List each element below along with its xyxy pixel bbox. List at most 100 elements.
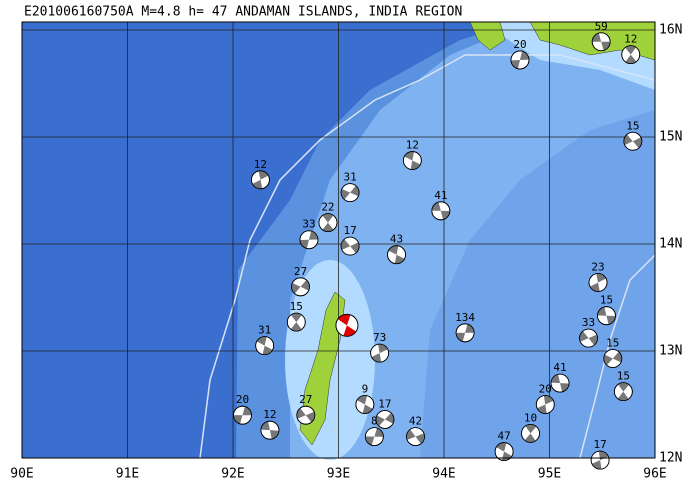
lon-label: 94E — [432, 467, 455, 482]
ball-quadrant — [269, 430, 279, 439]
depth-label: 59 — [595, 20, 608, 33]
beachball — [251, 170, 270, 190]
beachball — [455, 323, 475, 343]
ball-quadrant — [337, 314, 351, 326]
ball-edge — [590, 450, 610, 470]
depth-label: 73 — [373, 331, 386, 344]
beachball — [291, 277, 310, 297]
lon-label: 96E — [643, 467, 666, 482]
ball-quadrant — [384, 412, 394, 424]
lat-label: 14N — [659, 237, 682, 252]
ball-edge — [603, 349, 623, 368]
beachball — [613, 382, 633, 402]
ball-quadrant — [623, 134, 633, 146]
depth-label: 9 — [362, 383, 369, 396]
beachball — [233, 405, 252, 425]
beachball — [521, 423, 540, 443]
depth-label: 15 — [617, 370, 630, 383]
ball-quadrant — [406, 429, 416, 440]
ball-quadrant — [290, 313, 302, 323]
ball-quadrant — [260, 421, 270, 431]
lon-label: 91E — [116, 467, 139, 482]
depth-label: 41 — [434, 189, 447, 202]
beachball — [597, 306, 616, 326]
ball-edge — [255, 336, 275, 356]
lat-label: 13N — [659, 344, 682, 359]
ball-quadrant — [322, 222, 334, 232]
ball-quadrant — [291, 283, 301, 294]
ball-edge — [402, 151, 422, 170]
ball-quadrant — [618, 382, 630, 392]
beachball — [335, 313, 359, 337]
ball-edge — [579, 328, 598, 348]
beachball — [431, 201, 451, 221]
beachball — [364, 427, 384, 447]
ball-edge — [591, 32, 611, 52]
ball-quadrant — [551, 374, 561, 384]
events — [233, 32, 643, 470]
depth-label: 31 — [258, 324, 271, 337]
ball-quadrant — [625, 45, 637, 55]
depth-label: 15 — [626, 119, 639, 132]
ball-edge — [550, 373, 570, 393]
depth-label: 20 — [236, 393, 249, 406]
ball-quadrant — [308, 230, 318, 240]
beachball — [387, 245, 406, 265]
depth-label: 47 — [498, 430, 511, 443]
ball-quadrant — [350, 242, 360, 254]
depth-label: 41 — [553, 361, 566, 374]
ball-quadrant — [496, 442, 507, 452]
ball-quadrant — [524, 433, 536, 443]
beachball — [340, 183, 360, 203]
ball-edge — [535, 395, 555, 414]
basin — [420, 110, 655, 458]
ball-quadrant — [510, 59, 520, 69]
beachball — [510, 50, 530, 70]
ball-quadrant — [431, 202, 441, 211]
beachball — [299, 230, 319, 250]
depth-label: 17 — [594, 438, 607, 451]
ball-quadrant — [588, 334, 598, 346]
ball-quadrant — [440, 210, 450, 220]
ball-edge — [387, 245, 406, 265]
depth-label: 15 — [600, 294, 613, 307]
ball-quadrant — [350, 185, 360, 197]
depth-label: 10 — [524, 411, 537, 424]
beachball — [340, 236, 360, 256]
ball-edge — [355, 395, 375, 414]
depth-label: 42 — [409, 415, 422, 428]
ball-quadrant — [519, 51, 529, 60]
depth-label: 15 — [606, 336, 619, 349]
ball-edge — [375, 410, 395, 429]
beachball — [621, 45, 641, 65]
plate-boundary — [579, 254, 656, 459]
beachball — [375, 410, 395, 429]
ball-quadrant — [625, 54, 637, 64]
lat-label: 15N — [659, 130, 682, 145]
depth-label: 12 — [406, 139, 419, 152]
ball-edge — [597, 306, 616, 326]
ball-edge — [286, 312, 306, 332]
ball-quadrant — [296, 408, 306, 419]
ball-edge — [335, 313, 359, 337]
ball-quadrant — [365, 436, 375, 446]
ball-quadrant — [242, 406, 252, 416]
ball-edge — [621, 45, 641, 65]
depth-label: 15 — [290, 300, 303, 313]
ball-edge — [613, 382, 633, 402]
beachball — [591, 32, 611, 52]
ball-edge — [588, 273, 608, 292]
depth-label: 33 — [302, 218, 315, 231]
depth-label: 17 — [343, 224, 356, 237]
lat-label: 12N — [659, 451, 682, 466]
lon-label: 95E — [538, 467, 561, 482]
ball-quadrant — [343, 325, 357, 337]
plate-boundary — [199, 54, 656, 459]
ball-edge — [431, 201, 451, 221]
ball-edge — [510, 50, 530, 70]
ball-quadrant — [592, 33, 602, 42]
ball-quadrant — [465, 324, 475, 333]
ball-quadrant — [579, 331, 589, 342]
